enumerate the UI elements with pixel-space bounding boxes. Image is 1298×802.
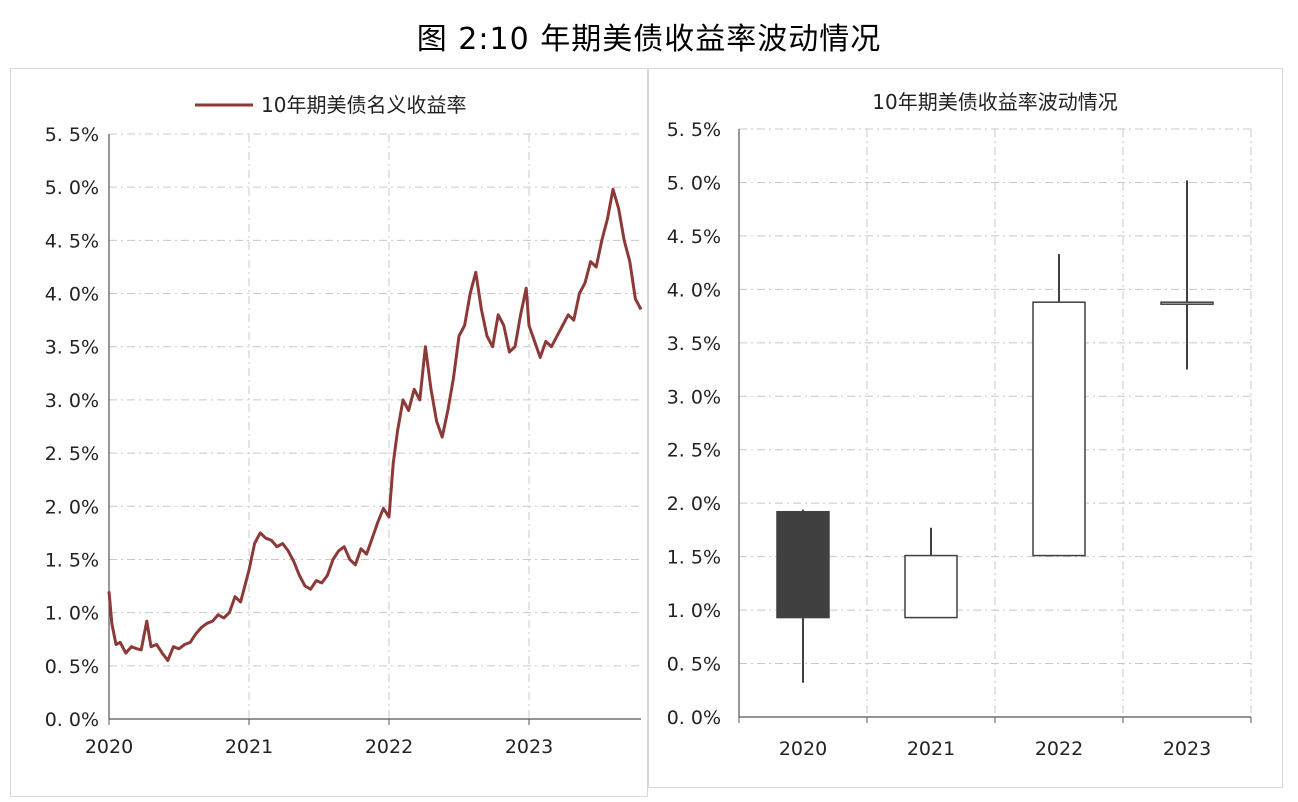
x-tick-label: 2023 <box>1163 738 1211 760</box>
y-tick-label: 3. 0% <box>45 390 99 412</box>
x-tick-label: 2020 <box>85 736 133 758</box>
y-tick-label: 5. 5% <box>667 119 721 141</box>
candle-2020 <box>776 509 830 683</box>
x-tick-label: 2021 <box>225 736 273 758</box>
candle-body <box>904 554 958 619</box>
x-tick-label: 2020 <box>779 738 827 760</box>
y-tick-label: 1. 0% <box>667 600 721 622</box>
legend-label: 10年期美债名义收益率 <box>261 93 466 117</box>
candle-body <box>1160 301 1214 305</box>
y-tick-label: 3. 0% <box>667 386 721 408</box>
x-tick-label: 2022 <box>365 736 413 758</box>
y-tick-label: 0. 0% <box>667 707 721 729</box>
y-tick-label: 5. 5% <box>45 124 99 146</box>
figure-title: 图 2:10 年期美债收益率波动情况 <box>416 22 882 57</box>
x-tick-label: 2022 <box>1035 738 1083 760</box>
yield-line <box>107 187 643 662</box>
y-tick-label: 5. 0% <box>667 172 721 194</box>
line-chart: 0. 0% 0. 5% 1. 0% 1. 5% 2. 0% 2. 5% 3. 0% 3. 5%… <box>45 93 643 758</box>
candlestick-chart: 10年期美债收益率波动情况 0. 0% 0. 5% 1. 0% 1. 5% 2. 0% 2.… <box>667 90 1252 760</box>
y-tick-label: 2. 0% <box>667 493 721 515</box>
y-tick-label: 2. 5% <box>45 443 99 465</box>
line-chart-panel: 0. 0% 0. 5% 1. 0% 1. 5% 2. 0% 2. 5% 3. 0% 3. 5%… <box>10 68 648 797</box>
y-tick-label: 4. 0% <box>45 284 99 306</box>
y-tick-label: 4. 0% <box>667 279 721 301</box>
y-tick-label: 3. 5% <box>45 337 99 359</box>
chart-title: 10年期美债收益率波动情况 <box>872 90 1117 114</box>
x-tick-label: 2021 <box>907 738 955 760</box>
y-tick-label: 2. 0% <box>45 496 99 518</box>
y-tick-label: 2. 5% <box>667 440 721 462</box>
y-tick-label: 1. 5% <box>45 549 99 571</box>
y-tick-label: 1. 0% <box>45 603 99 625</box>
y-tick-label: 0. 5% <box>667 654 721 676</box>
y-tick-label: 0. 0% <box>45 709 99 731</box>
candle-2022 <box>1032 254 1086 557</box>
y-tick-label: 3. 5% <box>667 333 721 355</box>
candle-2023 <box>1160 180 1214 370</box>
candlestick-chart-panel: 10年期美债收益率波动情况 0. 0% 0. 5% 1. 0% 1. 5% 2. 0% 2.… <box>648 68 1283 788</box>
candle-2021 <box>904 527 958 619</box>
candle-body <box>776 510 830 619</box>
y-tick-label: 0. 5% <box>45 656 99 678</box>
x-tick-label: 2023 <box>505 736 553 758</box>
y-tick-label: 5. 0% <box>45 177 99 199</box>
candle-body <box>1032 301 1086 557</box>
y-tick-label: 4. 5% <box>45 230 99 252</box>
y-tick-label: 4. 5% <box>667 226 721 248</box>
y-tick-label: 1. 5% <box>667 547 721 569</box>
